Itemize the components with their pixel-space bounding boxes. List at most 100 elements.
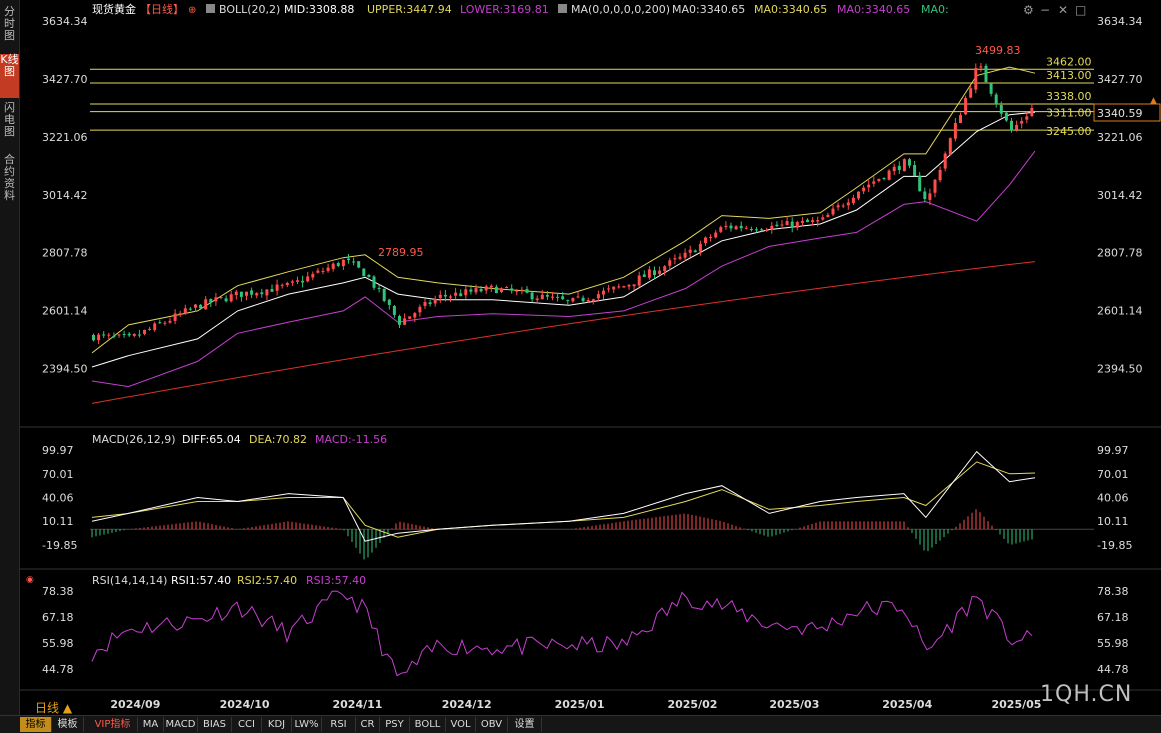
ma0-value-a: MA0:3340.65 [672,3,745,16]
date-tick: 2024/09 [110,698,160,711]
candle-up [275,284,279,291]
candle-down [469,289,473,292]
candle-up [194,304,197,308]
tab-kline[interactable]: K线图 [0,54,19,98]
indicator-tab-ma[interactable]: MA [138,717,164,732]
rsi-tick-left: 55.98 [42,637,74,650]
minus-icon[interactable]: − [1040,3,1050,17]
current-price-value: 3340.59 [1097,107,1143,120]
candle-up [862,187,866,192]
candle-up [902,159,906,172]
tab-contract-info[interactable]: 合约资料 [0,154,19,212]
add-indicator-icon[interactable]: ⊕ [188,5,196,16]
candle-down [642,274,646,277]
candle-up [933,179,937,193]
indicator-tab-bias[interactable]: BIAS [198,717,232,732]
chart-canvas[interactable]: 现货黄金 【日线】 ⊕ BOLL(20,2) MID:3308.88 UPPER… [0,0,1161,715]
candle-up [229,294,233,302]
settings-gear-icon[interactable]: ⚙ [1023,3,1034,17]
rsi-tick-right: 78.38 [1097,585,1129,598]
rsi-label: RSI(14,14,14) [92,574,167,587]
candle-up [489,285,493,288]
indicator-tab-psy[interactable]: PSY [380,717,410,732]
candle-up [622,286,626,288]
macd-pane: 99.97 99.97 70.01 70.01 40.06 40.06 10.11 10.11… [42,444,1132,560]
indicator-tab-cci[interactable]: CCI [232,717,262,732]
candle-up [204,299,208,310]
macd-tick-left: 10.11 [42,515,74,528]
boll-settings-icon[interactable] [206,4,215,13]
macd-tick-left: -19.85 [42,539,77,552]
candle-down [566,300,570,302]
candlesticks [92,62,1034,345]
date-tick: 2024/12 [442,698,492,711]
candle-down [510,288,514,291]
price-tick-left: 3634.34 [42,15,88,28]
date-tick: 2025/05 [992,698,1042,711]
indicator-tab-模板[interactable]: 模板 [52,717,84,732]
indicator-tab-vip指标[interactable]: VIP指标 [88,717,138,732]
indicator-tab-lw%[interactable]: LW% [292,717,322,732]
price-tick-left: 3221.06 [42,131,88,144]
rsi-tick-right: 55.98 [1097,637,1129,650]
period-selector[interactable]: 日线 ▲ [35,701,73,715]
candle-up [97,334,101,341]
candle-down [127,333,131,336]
candle-up [887,170,891,180]
candle-up [423,302,427,306]
candle-up [173,313,177,321]
indicator-tab-rsi[interactable]: RSI [322,717,356,732]
indicator-tab-设置[interactable]: 设置 [508,717,542,732]
macd-hist-value: MACD:-11.56 [315,433,387,446]
candle-up [663,266,667,272]
macd-tick-right: -19.85 [1097,539,1132,552]
candle-up [280,284,284,286]
candle-up [591,299,595,302]
candle-up [403,318,407,325]
candle-up [678,256,682,259]
candle-up [979,66,983,68]
ma0-value-b: MA0:3340.65 [754,3,827,16]
candle-up [449,296,452,298]
candle-up [846,202,850,206]
candle-down [999,105,1003,114]
indicator-tab-cr[interactable]: CR [356,717,380,732]
candle-up [612,286,616,290]
candle-up [515,290,519,292]
indicator-tab-kdj[interactable]: KDJ [262,717,292,732]
macd-diff-value: DIFF:65.04 [182,433,241,446]
candle-up [331,263,335,269]
level-label: 3413.00 [1046,69,1092,82]
boll-label: BOLL(20,2) [219,3,280,16]
indicator-tab-boll[interactable]: BOLL [410,717,446,732]
candle-up [219,296,223,298]
indicator-tab-obv[interactable]: OBV [476,717,508,732]
candle-up [607,288,611,290]
tab-timeshare[interactable]: 分时图 [0,6,19,50]
price-tick-right: 3221.06 [1097,131,1143,144]
candle-down [92,334,95,341]
candle-up [214,297,218,302]
prev-high-annotation: 2789.95 [378,246,424,259]
price-marker-icon: ▲ [1150,96,1157,106]
ma-settings-icon[interactable] [558,4,567,13]
candle-up [255,293,259,296]
indicator-tab-macd[interactable]: MACD [164,717,198,732]
level-label: 3311.00 [1046,107,1092,120]
candle-down [530,292,534,300]
maximize-icon[interactable]: □ [1075,3,1086,17]
close-icon[interactable]: ✕ [1058,3,1068,17]
indicator-tab-指标[interactable]: 指标 [20,717,52,732]
tab-flash-chart[interactable]: 闪电图 [0,102,19,146]
price-tick-right: 3634.34 [1097,15,1143,28]
rsi-tick-left: 44.78 [42,663,74,676]
indicator-tab-vol[interactable]: VOL [446,717,476,732]
candle-up [1020,120,1024,124]
candle-up [540,294,544,300]
candle-down [362,268,366,277]
candle-up [474,288,478,293]
candle-up [770,225,774,230]
candle-down [739,225,743,229]
macd-dea-value: DEA:70.82 [249,433,307,446]
candle-down [443,294,447,297]
